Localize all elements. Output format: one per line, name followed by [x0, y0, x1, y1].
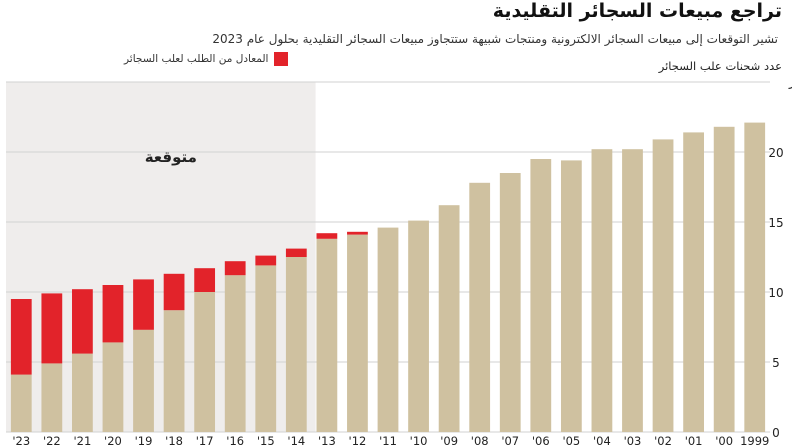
- chart-title: تراجع مبيعات السجائر التقليدية: [492, 0, 782, 22]
- legend: المعادل من الطلب لعلب السجائر: [124, 52, 289, 66]
- legend-swatch-equivalent: [274, 52, 289, 66]
- bar-equivalent: [194, 268, 216, 292]
- bar-equivalent: [285, 248, 307, 257]
- x-tick-label: '07: [501, 434, 519, 446]
- x-tick-label: '22: [43, 434, 61, 446]
- bar-base: [377, 227, 399, 432]
- chart-subtitle: تشير التوقعات إلى مبيعات السجائر الالكتر…: [212, 32, 778, 46]
- x-tick-label: '13: [318, 434, 336, 446]
- x-tick-label: '02: [654, 434, 672, 446]
- y-tick-label: 20: [768, 146, 783, 160]
- bar-equivalent: [347, 231, 368, 235]
- x-tick-label: '03: [624, 434, 642, 446]
- x-tick-label: '23: [12, 434, 30, 446]
- bar-base: [10, 374, 32, 432]
- bar-base: [285, 257, 307, 432]
- x-tick-label: '00: [715, 434, 733, 446]
- bar-equivalent: [102, 285, 124, 343]
- x-tick-label: '16: [226, 434, 244, 446]
- bar-base: [163, 310, 185, 432]
- bar-base: [622, 149, 643, 432]
- x-tick-label: '15: [257, 434, 275, 446]
- y-axis-label: عدد شحنات علب السجائر: [658, 59, 782, 73]
- x-tick-label: '14: [287, 434, 305, 446]
- x-tick-label: '08: [471, 434, 489, 446]
- bar-base: [744, 122, 766, 432]
- y-tick-label: 15: [768, 216, 783, 230]
- x-tick-label: '19: [135, 434, 153, 446]
- y-tick-label: 5: [772, 356, 780, 370]
- bar-equivalent: [224, 261, 246, 276]
- bar-base: [194, 292, 216, 432]
- bar-base: [438, 205, 460, 432]
- bar-equivalent: [255, 255, 277, 266]
- bar-equivalent: [163, 273, 185, 311]
- legend-label-equivalent: المعادل من الطلب لعلب السجائر: [124, 53, 269, 65]
- x-tick-label: '11: [379, 434, 397, 446]
- bar-base: [102, 342, 124, 432]
- bar-base: [560, 160, 582, 432]
- bar-base: [713, 126, 735, 433]
- x-tick-label: '20: [104, 434, 122, 446]
- bar-equivalent: [133, 279, 154, 330]
- bar-equivalent: [41, 293, 63, 364]
- x-tick-label: '04: [593, 434, 611, 446]
- bar-base: [469, 182, 491, 432]
- x-tick-label: '21: [74, 434, 92, 446]
- bar-base: [530, 159, 552, 432]
- forecast-label: متوقعة: [145, 148, 197, 166]
- bar-base: [224, 275, 246, 432]
- bar-equivalent: [316, 233, 338, 239]
- x-tick-label: '10: [410, 434, 428, 446]
- x-tick-label: '06: [532, 434, 550, 446]
- bar-base: [133, 329, 154, 432]
- x-tick-label: '18: [165, 434, 183, 446]
- x-tick-label: '01: [685, 434, 703, 446]
- y-tick-label: 10: [768, 286, 783, 300]
- y-tick-label: 0: [772, 426, 780, 440]
- bar-base: [255, 265, 277, 432]
- x-tick-label: '17: [196, 434, 214, 446]
- bar-base: [683, 132, 704, 432]
- bar-base: [347, 234, 368, 432]
- x-tick-label: '05: [562, 434, 580, 446]
- bar-base: [591, 149, 613, 432]
- bar-base: [408, 220, 429, 432]
- x-tick-label: 1999: [740, 434, 769, 446]
- bar-equivalent: [72, 289, 93, 354]
- x-tick-label: '12: [349, 434, 367, 446]
- bar-base: [41, 363, 63, 432]
- bar-equivalent: [10, 299, 32, 375]
- bar-base: [316, 238, 338, 432]
- x-tick-label: '09: [440, 434, 458, 446]
- bar-base: [72, 353, 93, 432]
- y-tick-label: 25 مليار: [788, 75, 792, 90]
- bar-base: [499, 173, 521, 432]
- bar-base: [652, 139, 674, 432]
